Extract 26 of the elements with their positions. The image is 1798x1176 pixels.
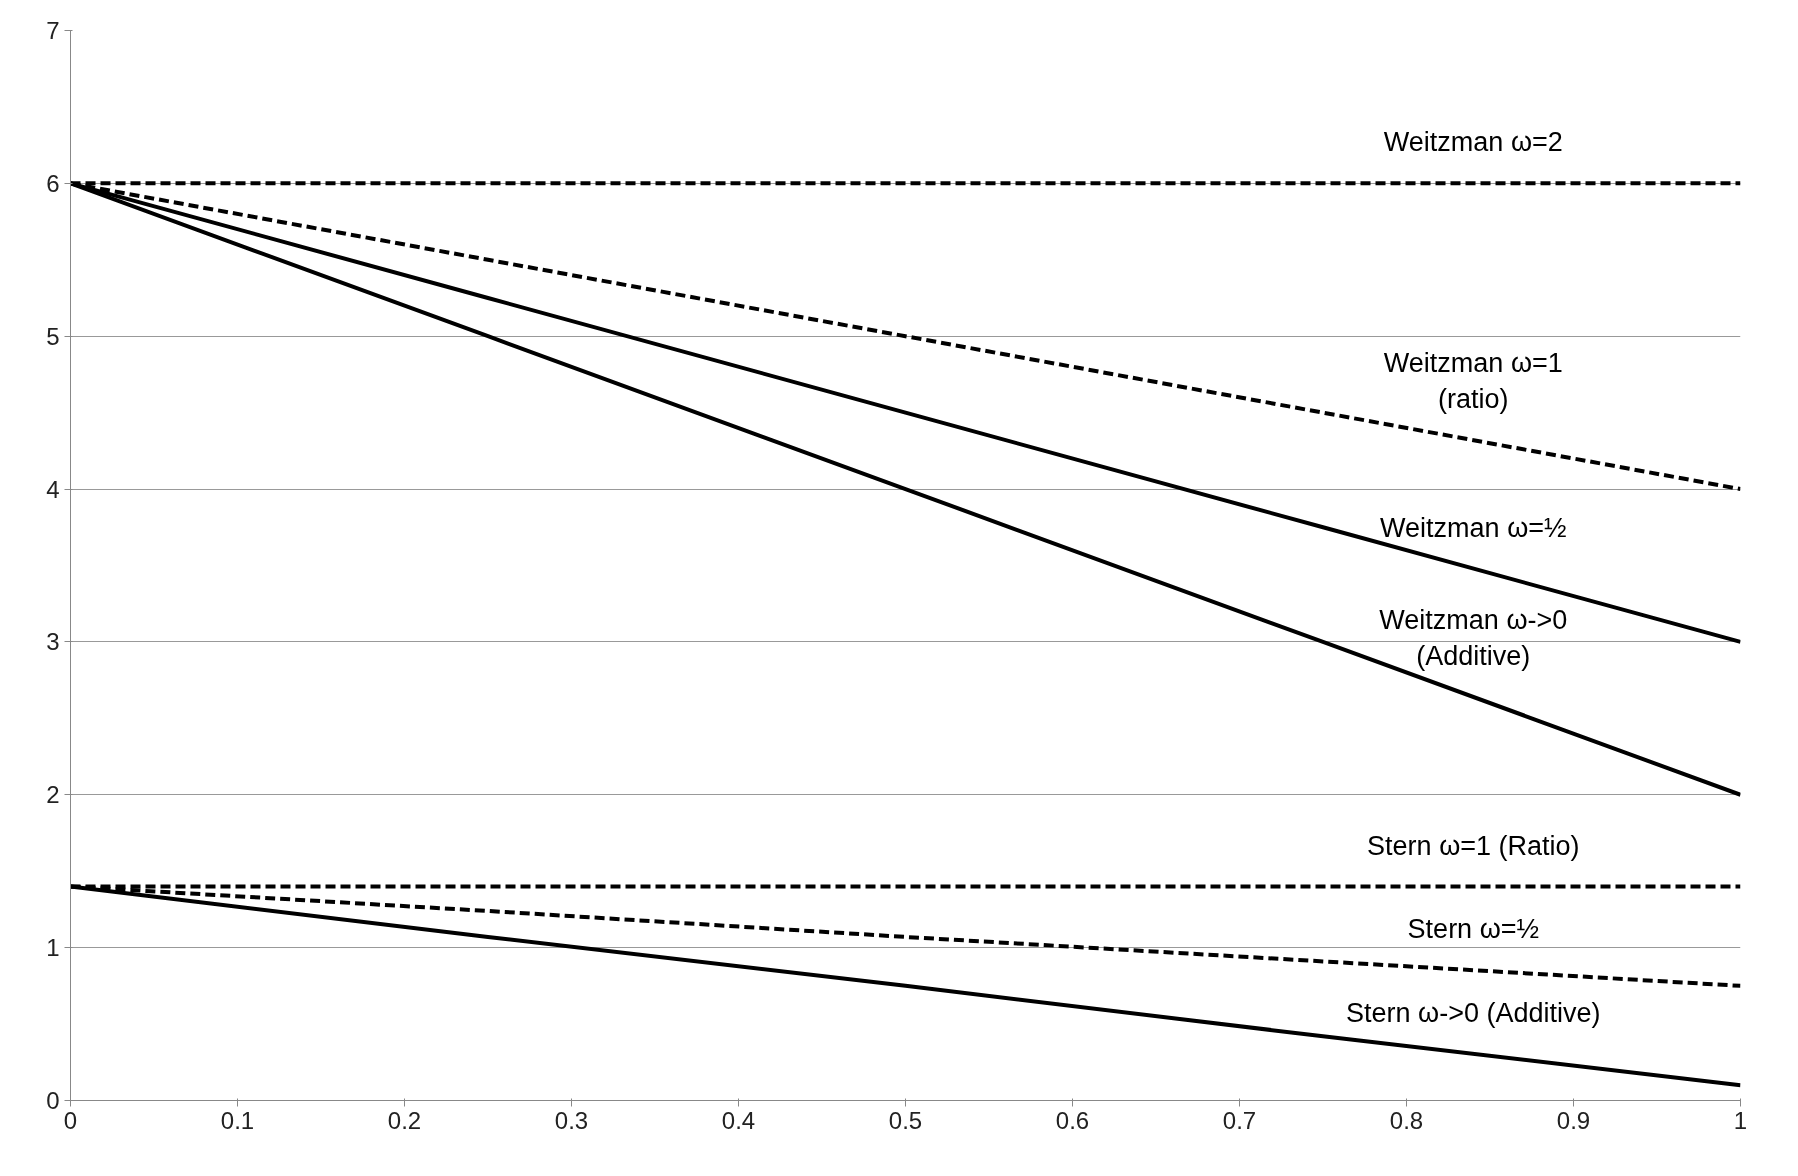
y-tick-label: 0 bbox=[46, 1087, 60, 1114]
x-tick-label: 0.5 bbox=[888, 1106, 923, 1134]
x-tick-label: 0.4 bbox=[721, 1106, 756, 1134]
y-tick-label: 7 bbox=[46, 17, 60, 44]
y-tick-label: 6 bbox=[46, 169, 60, 197]
x-tick-label: 0.7 bbox=[1222, 1106, 1257, 1134]
y-tick-label: 2 bbox=[46, 781, 60, 809]
x-tick-label: 0.3 bbox=[554, 1106, 589, 1134]
x-tick-label: 0.1 bbox=[220, 1106, 255, 1134]
series-label: Weitzman ω->0 (Additive) bbox=[1379, 604, 1568, 671]
y-tick-label: 1 bbox=[46, 934, 60, 962]
x-tick-label: 1 bbox=[1733, 1106, 1748, 1134]
x-tick-label: 0.9 bbox=[1556, 1106, 1591, 1134]
series-label: Weitzman ω=½ bbox=[1380, 512, 1567, 543]
series-label: Weitzman ω=2 bbox=[1383, 127, 1563, 158]
series-label: Stern ω->0 (Additive) bbox=[1346, 997, 1601, 1028]
y-tick-label: 5 bbox=[46, 322, 60, 350]
x-tick-label: 0 bbox=[63, 1106, 78, 1134]
y-tick-label: 4 bbox=[46, 475, 60, 503]
x-tick-label: 0.8 bbox=[1389, 1106, 1424, 1134]
x-tick-label: 0.6 bbox=[1055, 1106, 1090, 1134]
y-tick-label: 3 bbox=[46, 628, 60, 656]
series-label: Stern ω=1 (Ratio) bbox=[1367, 830, 1580, 861]
series-label: Stern ω=½ bbox=[1407, 914, 1540, 945]
series-label: Weitzman ω=1 (ratio) bbox=[1383, 348, 1563, 415]
x-tick-label: 0.2 bbox=[387, 1106, 422, 1134]
